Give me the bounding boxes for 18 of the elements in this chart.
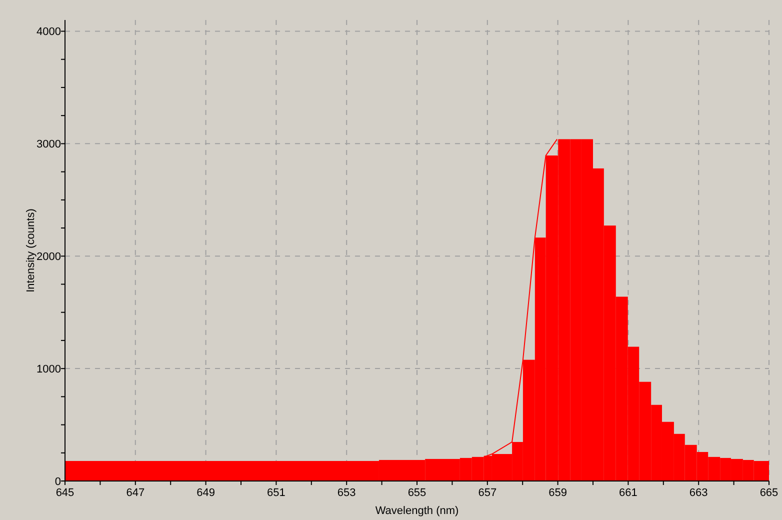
y-tick-label: 2000	[36, 251, 61, 264]
y-tick-label: 3000	[36, 138, 61, 151]
x-tick-label: 655	[408, 487, 426, 499]
y-tick-label: 1000	[36, 364, 61, 376]
y-axis-title: Intensity (counts)	[25, 208, 37, 292]
x-tick-label: 659	[548, 487, 567, 499]
x-tick-label: 661	[619, 487, 638, 499]
x-tick-label: 657	[478, 487, 497, 499]
x-tick-label: 645	[56, 487, 74, 499]
x-tick-label: 653	[337, 487, 356, 499]
y-tick-label: 0	[54, 476, 61, 488]
y-tick-label: 4000	[36, 26, 61, 38]
x-tick-label: 665	[760, 487, 778, 499]
x-tick-label: 651	[267, 487, 286, 499]
x-tick-label: 649	[196, 487, 215, 499]
x-tick-label: 647	[126, 487, 145, 499]
x-tick-label: 663	[689, 487, 708, 499]
x-axis-title: Wavelength (nm)	[375, 505, 459, 517]
